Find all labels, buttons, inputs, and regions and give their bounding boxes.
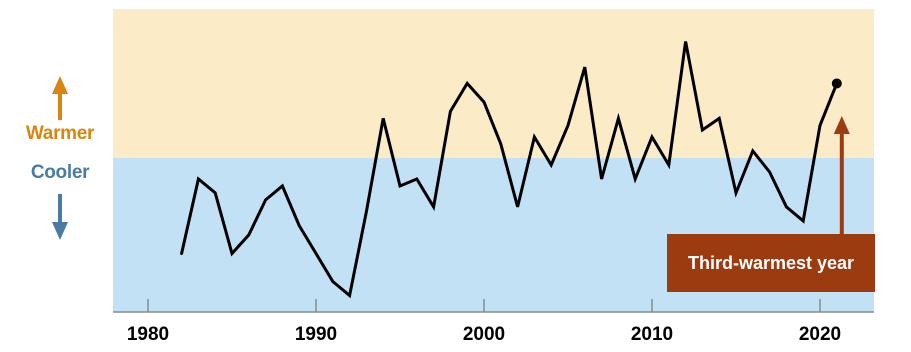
cooler-arrow-icon: [52, 194, 68, 240]
highlight-point: [831, 78, 842, 89]
warmer-arrow-icon: [52, 76, 68, 120]
warm-region: [113, 9, 874, 158]
third-warmest-year-callout: Third-warmest year: [667, 234, 875, 292]
x-tick-label: 2000: [463, 324, 505, 345]
x-tick-label: 2020: [799, 324, 841, 345]
annotation-arrow-icon: [833, 116, 850, 234]
temperature-anomaly-line: [180, 41, 839, 299]
x-tick-label: 1990: [295, 324, 337, 345]
cooler-label: Cooler: [30, 162, 90, 183]
x-tick-label: 2010: [631, 324, 673, 345]
x-tick-label: 1980: [127, 324, 169, 345]
warmer-label: Warmer: [25, 123, 95, 144]
